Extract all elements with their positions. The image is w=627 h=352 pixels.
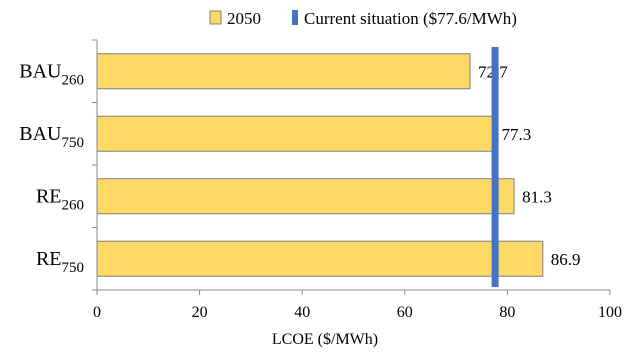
x-tick-label-3: 60 [397,304,413,321]
category-label-sub-3: 750 [62,260,85,276]
category-label-sub-0: 260 [62,72,85,88]
value-label-3: 86.9 [551,250,581,269]
category-label-2: RE260 [36,185,84,213]
legend: 2050 Current situation ($77.6/MWh) [209,9,517,28]
value-labels-group: 72.777.381.386.9 [478,62,581,269]
bars-group [96,53,544,277]
category-label-main-2: RE [36,185,62,207]
bar-1 [96,115,495,152]
category-label-main-3: RE [36,248,62,270]
category-label-sub-1: 750 [62,135,85,151]
legend-label-2050: 2050 [227,9,261,28]
x-axis-title: LCOE ($/MWh) [272,331,378,348]
bar-0 [96,53,471,90]
x-tick-label-4: 80 [499,304,515,321]
category-label-3: RE750 [36,248,84,276]
x-tick-label-2: 40 [294,304,310,321]
legend-swatch-current-situation [292,10,298,25]
x-ticks-group: 0 20 40 60 80 100 [93,290,622,321]
category-label-0: BAU260 [19,60,84,88]
value-label-2: 81.3 [522,187,552,206]
bar-2 [96,178,515,215]
y-ticks-group [92,39,97,291]
category-label-sub-2: 260 [62,197,85,213]
x-tick-label-0: 0 [93,304,101,321]
category-label-main-1: BAU [19,123,62,145]
category-label-1: BAU750 [19,123,84,151]
category-label-main-0: BAU [19,60,62,82]
bar-3 [96,240,544,277]
legend-swatch-2050 [209,10,222,25]
x-tick-label-1: 20 [192,304,208,321]
x-tick-label-5: 100 [598,304,622,321]
value-label-1: 77.3 [502,125,532,144]
legend-label-current-situation: Current situation ($77.6/MWh) [304,9,517,28]
